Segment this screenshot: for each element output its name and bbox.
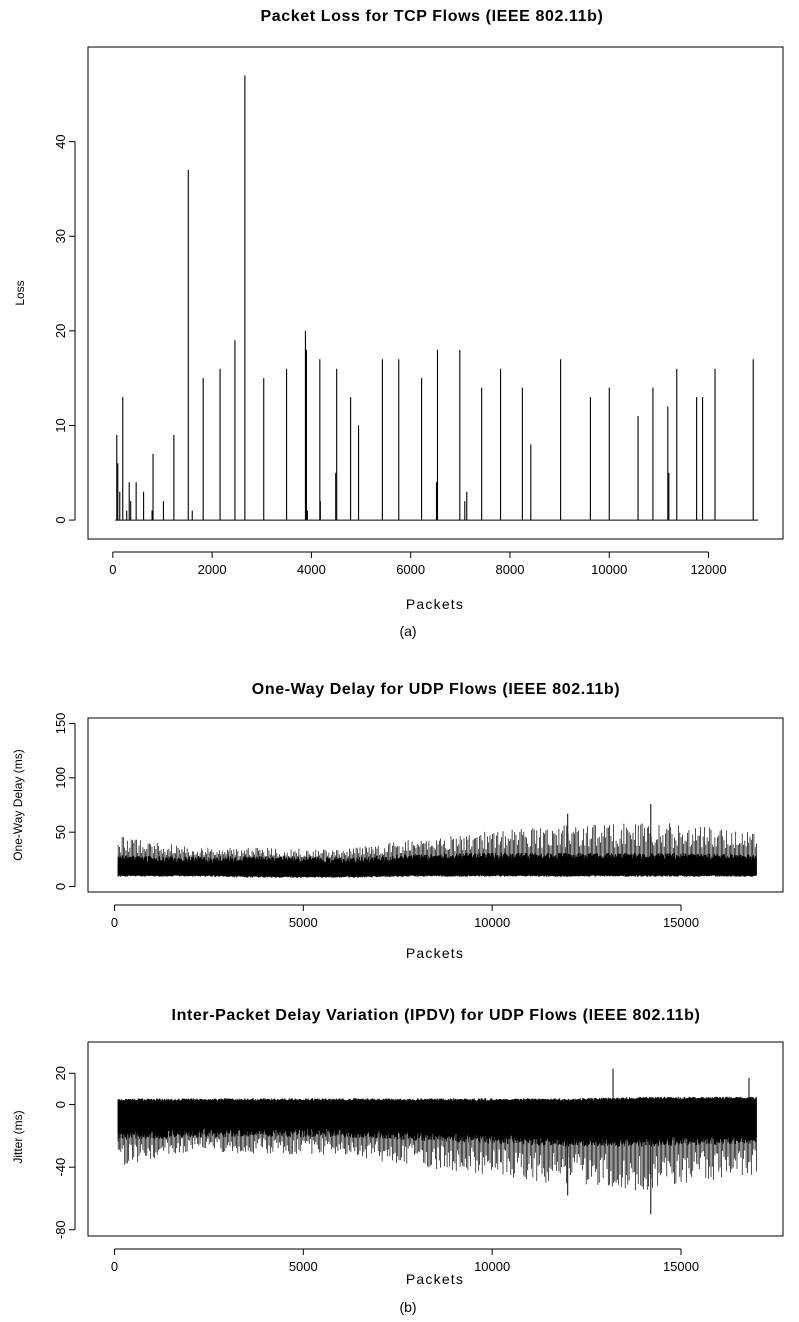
chart3-ylabel: Jitter (ms)	[11, 1110, 25, 1163]
x-tick-label: 5000	[289, 1259, 318, 1274]
y-tick-label: -40	[53, 1158, 68, 1177]
chart3-xlabel: Packets	[406, 1271, 464, 1287]
y-tick-label: 20	[53, 324, 68, 338]
chart2-xlabel: Packets	[406, 945, 464, 961]
x-tick-label: 8000	[496, 562, 525, 577]
x-tick-label: 4000	[297, 562, 326, 577]
y-tick-label: 0	[53, 1101, 68, 1108]
x-tick-label: 0	[109, 562, 116, 577]
x-tick-label: 15000	[663, 1259, 699, 1274]
y-tick-label: 100	[53, 767, 68, 789]
chart1-ylabel: Loss	[13, 280, 27, 305]
caption-a: (a)	[399, 623, 416, 639]
x-tick-label: 15000	[663, 915, 699, 930]
y-tick-label: -80	[53, 1220, 68, 1239]
chart3-plot-frame	[87, 1041, 784, 1237]
x-tick-label: 5000	[289, 915, 318, 930]
x-tick-label: 6000	[396, 562, 425, 577]
x-tick-label: 10000	[591, 562, 627, 577]
chart2-ylabel: One-Way Delay (ms)	[11, 749, 25, 861]
chart1-axes: 0 2000 4000 6000 8000 10000 12000 0 10 20 30 40	[53, 134, 727, 577]
chart1-xlabel: Packets	[406, 596, 464, 612]
x-tick-label: 2000	[198, 562, 227, 577]
chart1-marks	[115, 75, 759, 521]
chart3-title: Inter-Packet Delay Variation (IPDV) for …	[172, 1007, 701, 1024]
chart3-marks	[117, 1068, 757, 1215]
x-tick-label: 10000	[474, 915, 510, 930]
x-tick-label: 12000	[690, 562, 726, 577]
y-tick-label: 20	[53, 1066, 68, 1080]
chart2-marks	[117, 803, 757, 878]
y-tick-label: 0	[53, 883, 68, 890]
chart1-plot-frame	[87, 46, 784, 540]
y-tick-label: 0	[53, 516, 68, 523]
y-tick-label: 150	[53, 713, 68, 735]
chart3-axes: 0 5000 10000 15000 20 0 -40 -80	[53, 1066, 699, 1274]
x-tick-label: 0	[111, 915, 118, 930]
y-tick-label: 10	[53, 418, 68, 432]
chart2-title: One-Way Delay for UDP Flows (IEEE 802.11…	[252, 681, 620, 698]
chart2-axes: 0 5000 10000 15000 0 50 100 150	[53, 713, 699, 930]
caption-b: (b)	[399, 1299, 416, 1315]
x-tick-label: 10000	[474, 1259, 510, 1274]
y-tick-label: 50	[53, 825, 68, 839]
y-tick-label: 30	[53, 229, 68, 243]
chart2-plot-frame	[87, 717, 784, 893]
x-tick-label: 0	[111, 1259, 118, 1274]
chart1-title: Packet Loss for TCP Flows (IEEE 802.11b)	[261, 8, 604, 25]
y-tick-label: 40	[53, 134, 68, 148]
